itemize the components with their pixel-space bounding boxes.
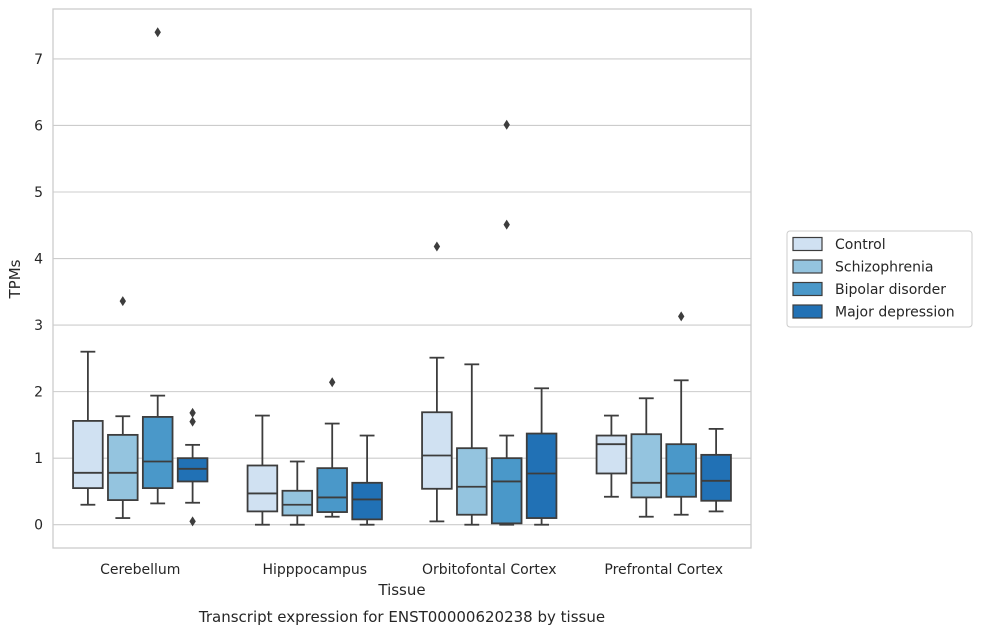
y-tick-label: 6 — [34, 118, 43, 134]
chart-caption: Transcript expression for ENST0000062023… — [198, 608, 605, 626]
series-bipolar-disorder — [141, 27, 697, 526]
y-tick-labels: 0 1 2 3 4 5 6 7 — [34, 52, 43, 534]
legend-swatch — [792, 259, 823, 274]
x-tick-labels: Cerebellum Hipppocampus Orbitofontal Corte… — [100, 562, 723, 578]
outlier-point — [154, 27, 161, 38]
outlier-point — [678, 311, 685, 322]
box — [176, 457, 209, 483]
box-series — [72, 27, 732, 527]
y-tick-label: 4 — [34, 252, 43, 268]
legend-frame — [786, 230, 973, 328]
box — [316, 467, 348, 513]
box — [281, 489, 314, 517]
box — [141, 416, 174, 490]
x-tick-label: Prefrontal Cortex — [604, 562, 723, 578]
box — [72, 420, 104, 490]
box — [456, 447, 488, 516]
outlier-point — [119, 296, 126, 307]
box — [490, 457, 523, 525]
box — [525, 432, 558, 519]
series-schizophrenia — [107, 296, 663, 526]
box — [351, 481, 383, 521]
y-tick-label: 5 — [34, 185, 43, 201]
y-tick-label: 2 — [34, 385, 43, 401]
x-tick-label: Orbitofontal Cortex — [422, 562, 557, 578]
legend-label: Major depression — [835, 305, 955, 321]
outlier-point — [189, 516, 196, 527]
legend-swatch — [792, 304, 823, 319]
y-tick-label: 7 — [34, 52, 43, 68]
box — [107, 433, 139, 501]
legend-label: Bipolar disorder — [835, 282, 946, 298]
legend: Control Schizophrenia Bipolar disorder Majo… — [786, 230, 973, 328]
box — [246, 464, 279, 513]
y-tick-label: 0 — [34, 518, 43, 534]
outlier-point — [189, 407, 196, 418]
outlier-point — [503, 219, 510, 230]
outlier-point — [503, 119, 510, 130]
legend-label: Control — [835, 237, 886, 253]
series-control — [72, 241, 628, 526]
series-major-depression — [176, 387, 732, 527]
outlier-point — [189, 416, 196, 427]
plot-frame — [52, 8, 752, 549]
y-tick-label: 1 — [34, 451, 43, 467]
box — [700, 453, 732, 502]
legend-swatch — [792, 236, 823, 252]
box — [421, 411, 453, 490]
outlier-point — [329, 377, 336, 388]
legend-swatch — [792, 281, 823, 297]
x-tick-label: Hipppocampus — [262, 562, 367, 578]
box — [595, 434, 628, 475]
box — [630, 433, 663, 499]
x-tick-label: Cerebellum — [100, 562, 180, 578]
outlier-point — [433, 241, 441, 252]
legend-label: Schizophrenia — [835, 260, 933, 276]
box — [665, 443, 697, 498]
y-tick-label: 3 — [34, 318, 43, 334]
x-axis-title: Tissue — [377, 581, 425, 599]
y-axis-title: TPMs — [6, 259, 24, 299]
